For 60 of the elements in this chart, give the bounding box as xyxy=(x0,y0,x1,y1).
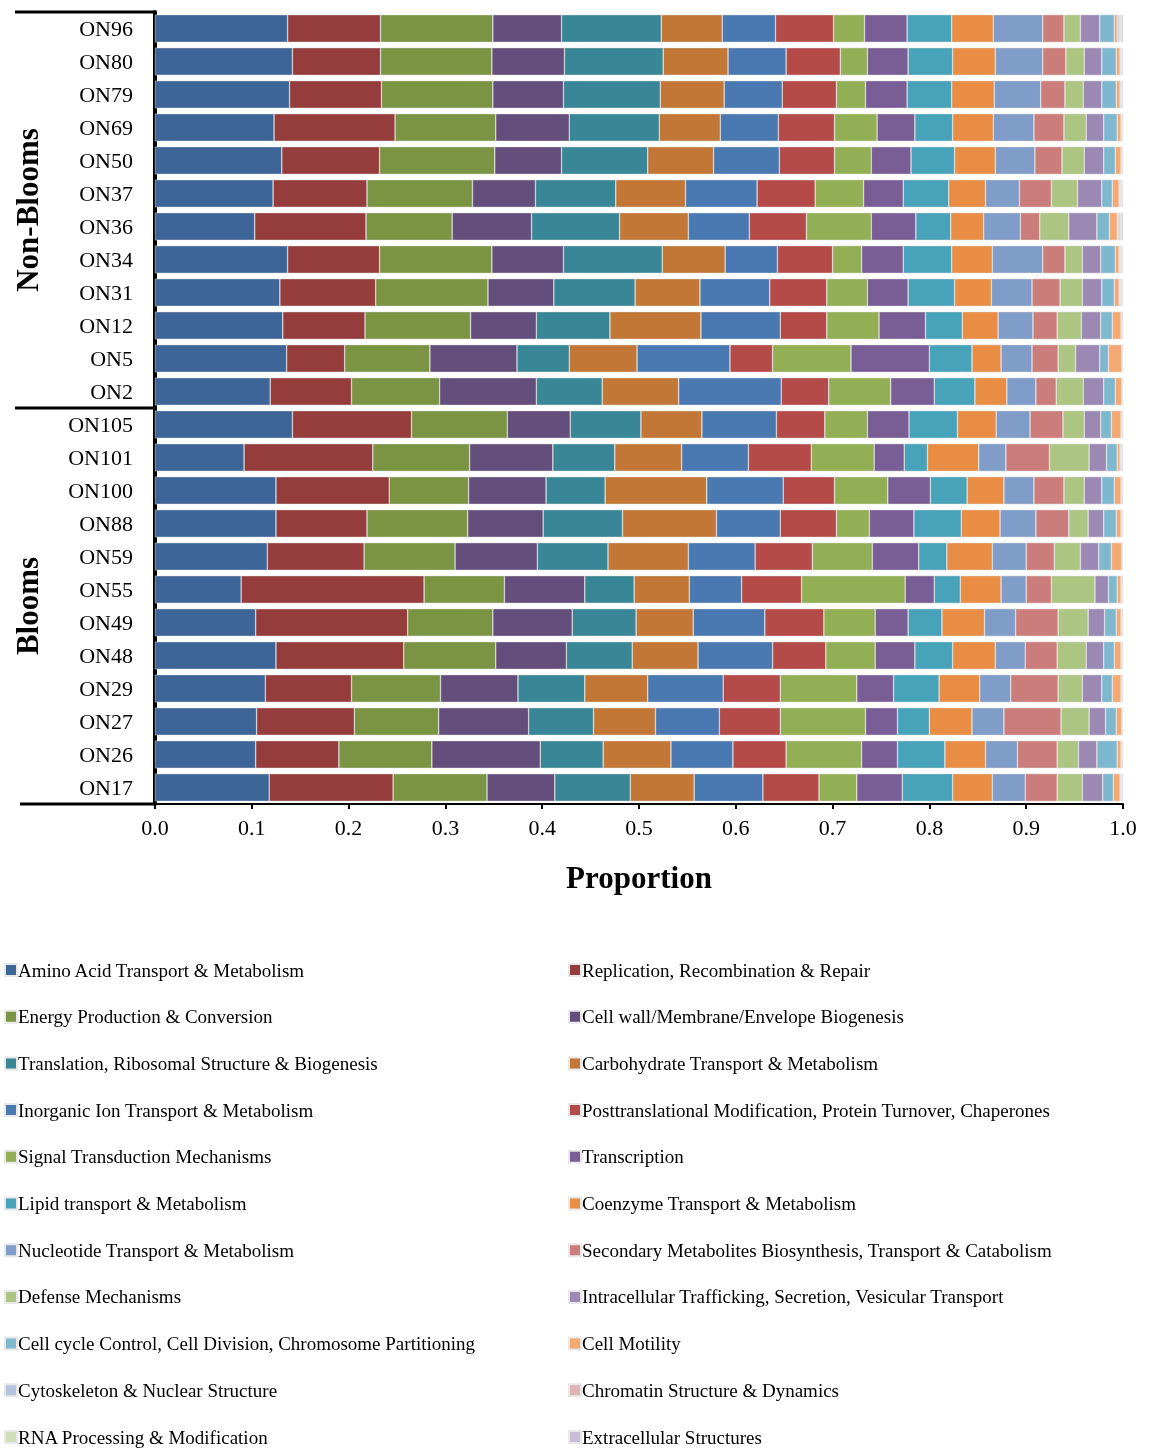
y-tick-label: ON36 xyxy=(79,214,133,239)
y-tick-label: ON105 xyxy=(68,412,133,437)
y-tick-label: ON2 xyxy=(90,379,133,404)
y-tick-label: ON48 xyxy=(79,643,133,668)
legend-label: Extracellular Structures xyxy=(582,1426,762,1448)
y-tick-label: ON34 xyxy=(79,247,133,272)
x-tick-label: 0.2 xyxy=(334,814,363,840)
text: Blooms xyxy=(9,556,45,656)
legend-label: Cell cycle Control, Cell Division, Chromosome Partitioning xyxy=(18,1333,476,1355)
legend-label: Coenzyme Transport & Metabolism xyxy=(582,1193,857,1214)
text: Non-Blooms xyxy=(9,128,45,292)
y-tick-label: ON96 xyxy=(79,16,133,41)
y-tick-label: ON26 xyxy=(79,742,133,767)
legend-label: Replication, Recombination & Repair xyxy=(582,959,871,981)
legend-label: Cytoskeleton & Nuclear Structure xyxy=(18,1379,278,1401)
y-tick-label: ON69 xyxy=(79,115,133,140)
y-tick-label: ON31 xyxy=(79,280,133,305)
y-tick-label: ON80 xyxy=(79,49,133,74)
legend-label: Energy Production & Conversion xyxy=(18,1006,274,1028)
x-tick-label: 0.6 xyxy=(722,814,750,840)
x-tick-label: 0.1 xyxy=(238,814,266,840)
legend-label: Cell wall/Membrane/Envelope Biogenesis xyxy=(582,1006,904,1028)
x-tick-label: 0.9 xyxy=(1012,814,1040,840)
y-tick-label: ON79 xyxy=(79,82,133,107)
legend-label: Defense Mechanisms xyxy=(18,1286,182,1308)
y-tick-label: ON27 xyxy=(79,709,133,734)
y-tick-label: ON5 xyxy=(90,346,133,371)
y-tick-label: ON50 xyxy=(79,148,133,173)
y-tick-label: ON29 xyxy=(79,676,133,701)
legend-label: Amino Acid Transport & Metabolism xyxy=(18,959,305,981)
x-tick-label: 1.0 xyxy=(1109,814,1137,840)
y-tick-label: ON17 xyxy=(79,775,133,800)
legend-label: RNA Processing & Modification xyxy=(18,1426,269,1448)
legend-label: Chromatin Structure & Dynamics xyxy=(582,1379,839,1401)
y-tick-label: ON37 xyxy=(79,181,133,206)
legend-label: Signal Transduction Mechanisms xyxy=(18,1146,272,1168)
legend-label: Translation, Ribosomal Structure & Biogenesis xyxy=(18,1052,378,1074)
y-tick-label: ON49 xyxy=(79,610,133,635)
y-tick-label: ON12 xyxy=(79,313,133,338)
legend-label: Posttranslational Modification, Protein Turnover, Chaperones xyxy=(582,1099,1050,1121)
legend-label: Carbohydrate Transport & Metabolism xyxy=(582,1052,879,1074)
legend-label: Intracellular Trafficking, Secretion, Vesicular Transport xyxy=(582,1286,1005,1308)
x-tick-label: 0.4 xyxy=(528,814,556,840)
x-tick-label: 0.8 xyxy=(915,814,944,840)
legend-label: Nucleotide Transport & Metabolism xyxy=(18,1239,295,1261)
x-tick-label: 0.7 xyxy=(818,814,847,840)
legend-label: Lipid transport & Metabolism xyxy=(18,1193,247,1214)
y-tick-label: ON101 xyxy=(68,445,133,470)
y-tick-label: ON55 xyxy=(79,577,133,602)
y-tick-label: ON88 xyxy=(79,511,133,536)
legend-label: Inorganic Ion Transport & Metabolism xyxy=(18,1099,314,1121)
x-tick-label: 0.0 xyxy=(141,814,169,840)
legend-label: Transcription xyxy=(582,1146,685,1168)
x-tick-label: 0.5 xyxy=(625,814,653,840)
y-tick-label: ON100 xyxy=(68,478,133,503)
x-tick-label: 0.3 xyxy=(431,814,460,840)
legend-label: Secondary Metabolites Biosynthesis, Transport & Catabolism xyxy=(582,1239,1052,1261)
y-tick-label: ON59 xyxy=(79,544,133,569)
legend-label: Cell Motility xyxy=(582,1333,682,1355)
x-axis-title: Proportion xyxy=(566,860,712,895)
